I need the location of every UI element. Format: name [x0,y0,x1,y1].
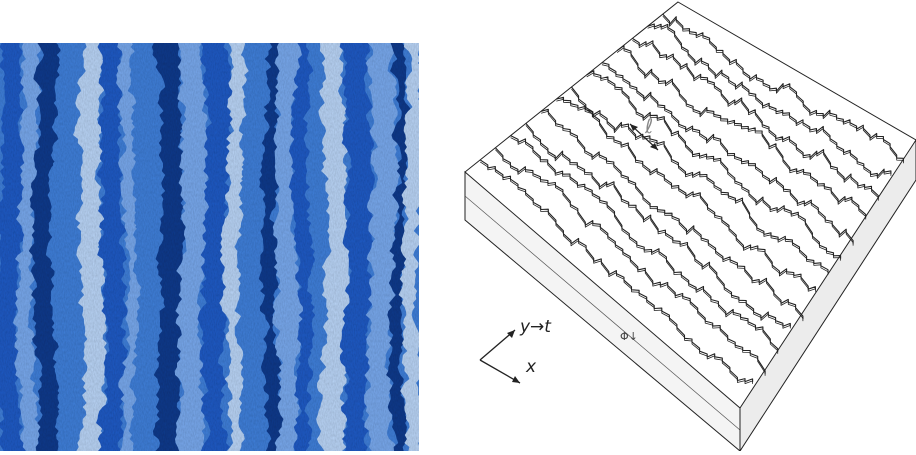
step-edge-line [495,149,766,376]
step-edge-line [525,125,791,329]
slab-front-line [464,195,741,431]
step-edge-line [662,15,904,164]
stm-terrace-band [339,43,377,451]
stm-stripes [0,43,426,451]
stm-terrace-band [197,43,234,451]
stm-terrace-band [73,43,108,451]
step-edge-line [540,110,804,322]
stm-terrace-band [234,43,273,451]
step-edge-line [479,161,753,384]
step-edge-line [571,88,829,275]
step-edge-line [510,137,779,354]
stm-terrace-band [128,43,168,451]
coordinate-axes: y→t x [479,317,552,384]
axis-x-label: x [525,357,537,377]
stm-terrace-band [13,43,44,451]
arrow-head-a [630,124,638,131]
small-annotation: Φ↓ [620,330,638,343]
step-spacing-label: ℓ [644,114,653,138]
stm-terrace-band [288,43,318,451]
step-edge-line [601,64,854,246]
step-surface-diagram: ℓ Φ↓ y→t x [440,0,916,453]
diagram-canvas: ℓ Φ↓ y→t x [464,1,916,453]
step-edge-line [556,98,816,292]
stm-terrace-band [45,43,87,451]
step-edge-line [632,40,879,201]
stm-terrace-band [28,43,63,451]
stm-terrace-band [364,43,403,451]
stm-surface-image [0,43,426,451]
stm-terrace-band [0,43,28,451]
arrow-head-b [650,143,658,150]
step-edges [479,13,904,384]
step-edge-line [616,47,867,220]
slab-side-face [739,139,916,453]
axis-y-label: y→t [519,317,552,337]
stm-terrace-band [96,43,130,451]
step-edge-line [647,25,892,179]
stm-terrace-band [272,43,305,451]
step-edge-line [586,72,841,261]
